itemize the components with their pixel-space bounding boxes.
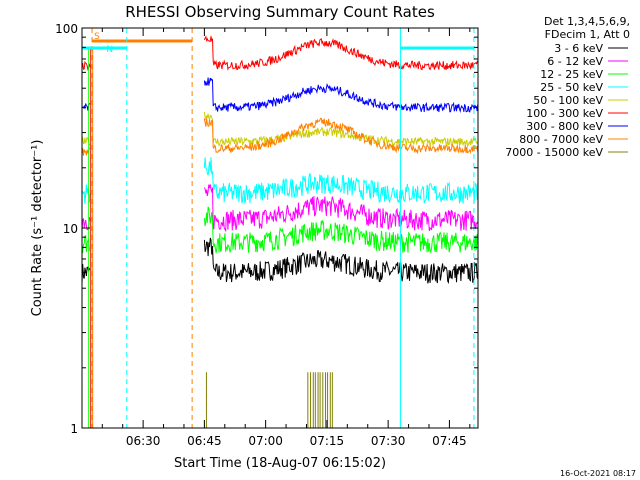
- legend-label: 7000 - 15000 keV: [505, 146, 603, 159]
- y-tick-label: 1: [70, 422, 78, 436]
- x-axis-label: Start Time (18-Aug-07 06:15:02): [174, 456, 386, 471]
- legend-label: 12 - 25 keV: [540, 68, 603, 81]
- series-line: [203, 184, 479, 233]
- interval-label: N: [106, 45, 113, 55]
- series-line: [203, 35, 479, 71]
- legend-label: 3 - 6 keV: [554, 42, 603, 55]
- series-line: [203, 111, 479, 148]
- legend: Det 1,3,4,5,6,9, FDecim 1, Att 0 3 - 6 k…: [505, 15, 630, 159]
- interval-label: S: [94, 32, 100, 42]
- legend-label: 800 - 7000 keV: [519, 133, 603, 146]
- chart-title: RHESSI Observing Summary Count Rates: [125, 3, 435, 21]
- legend-label: 300 - 800 keV: [526, 120, 603, 133]
- series-800-7000-kevkev: [81, 117, 479, 156]
- legend-header-line-1: Det 1,3,4,5,6,9,: [544, 15, 630, 28]
- series-line: [203, 77, 479, 114]
- series-layer: [81, 35, 479, 428]
- x-tick-label: 06:45: [187, 434, 222, 448]
- x-tick-label: 07:15: [310, 434, 345, 448]
- y-axis-label: Count Rate (s⁻¹ detector⁻¹): [30, 140, 45, 317]
- series-line: [203, 157, 479, 204]
- series-300-800-kevkev: [81, 77, 479, 114]
- legend-label: 50 - 100 keV: [533, 94, 603, 107]
- series-3-6-kevkev: [81, 237, 479, 285]
- x-tick-label: 07:30: [371, 434, 406, 448]
- legend-header-line-2: FDecim 1, Att 0: [545, 28, 630, 41]
- series-line: [203, 117, 479, 155]
- footer-timestamp: 16-Oct-2021 08:17: [560, 469, 636, 478]
- x-tick-label: 07:45: [432, 434, 467, 448]
- series-line: [203, 237, 479, 285]
- x-tick-label: 06:30: [126, 434, 161, 448]
- series-25-50-kevkev: [81, 157, 479, 204]
- series-line: [203, 206, 479, 254]
- legend-label: 6 - 12 keV: [547, 55, 603, 68]
- axis-layer: 06:30 06:45 07:00 07:15 07:30 07:45 1 10 100: [55, 22, 478, 448]
- x-tick-label: 07:00: [248, 434, 283, 448]
- legend-label: 25 - 50 keV: [540, 81, 603, 94]
- legend-label: 100 - 300 keV: [526, 107, 603, 120]
- y-tick-label: 10: [63, 222, 78, 236]
- series-7000-15000-kevkev: [205, 372, 333, 428]
- y-tick-label: 100: [55, 22, 78, 36]
